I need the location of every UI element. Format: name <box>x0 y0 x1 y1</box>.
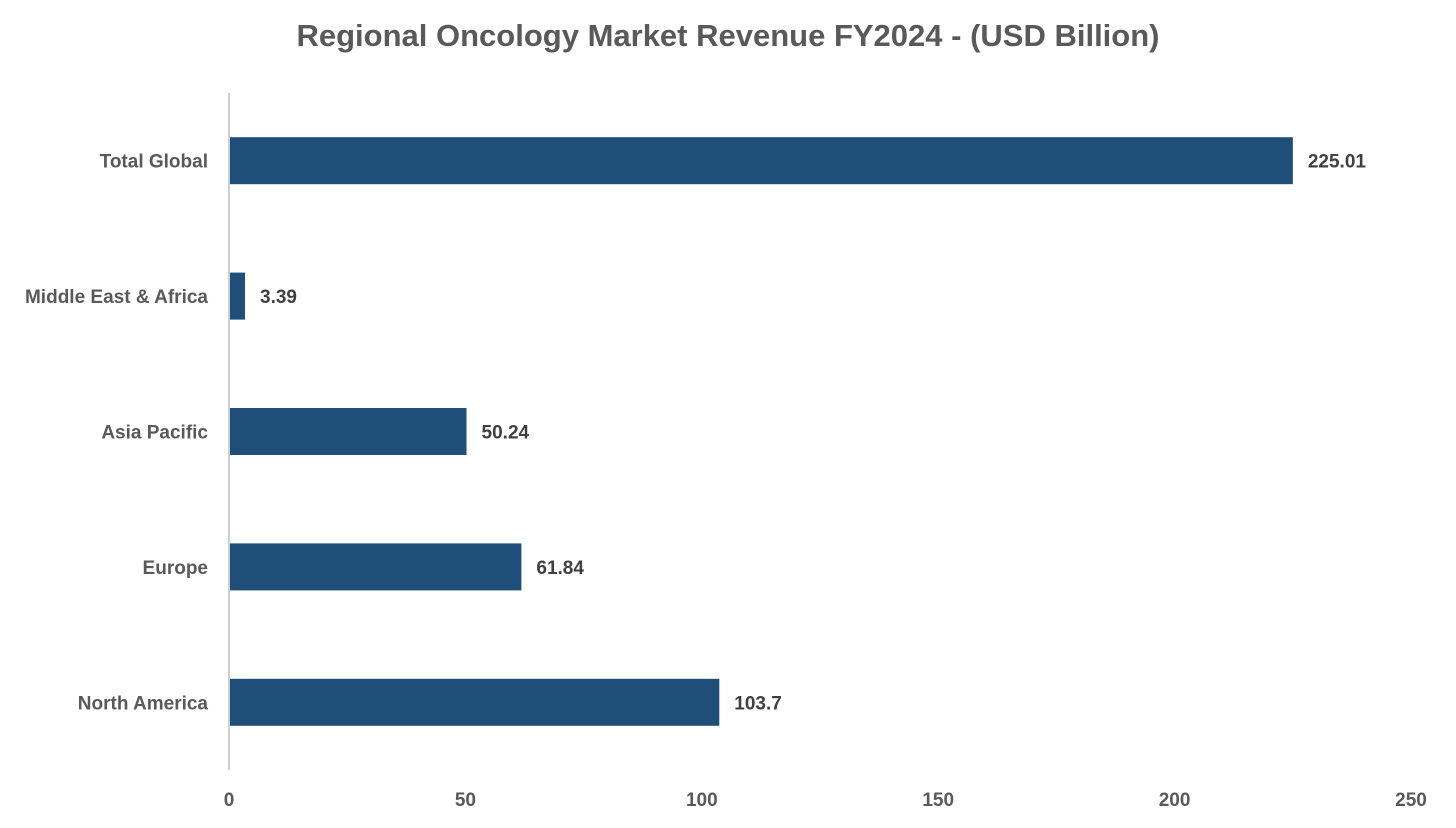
x-tick-label-250: 250 <box>1395 790 1427 811</box>
category-label-total-global: Total Global <box>100 152 208 173</box>
bars-layer <box>230 137 1293 726</box>
data-label-middle-east-africa: 3.39 <box>260 287 297 308</box>
category-label-north-america: North America <box>78 693 209 714</box>
data-label-europe: 61.84 <box>536 558 584 579</box>
bar-europe <box>230 543 522 591</box>
x-tick-label-0: 0 <box>224 790 235 811</box>
x-axis-tick-labels: 0 50 100 150 200 250 <box>224 790 1427 811</box>
category-labels: Total Global Middle East & Africa Asia Pac… <box>25 152 208 715</box>
data-label-total-global: 225.01 <box>1308 152 1367 173</box>
data-label-north-america: 103.7 <box>734 693 782 714</box>
category-label-asia-pacific: Asia Pacific <box>101 423 208 444</box>
x-tick-label-150: 150 <box>922 790 954 811</box>
category-label-middle-east-africa: Middle East & Africa <box>25 287 208 308</box>
bar-asia-pacific <box>230 408 467 455</box>
category-label-europe: Europe <box>143 558 208 579</box>
bar-north-america <box>230 678 720 726</box>
x-tick-label-100: 100 <box>686 790 718 811</box>
data-label-asia-pacific: 50.24 <box>482 423 530 444</box>
chart-title: Regional Oncology Market Revenue FY2024 … <box>296 18 1160 53</box>
data-labels: 225.01 3.39 50.24 61.84 103.7 <box>260 152 1366 715</box>
bar-total-global <box>230 137 1293 185</box>
x-tick-label-50: 50 <box>455 790 476 811</box>
x-tick-label-200: 200 <box>1159 790 1191 811</box>
bar-middle-east-africa <box>230 272 246 320</box>
